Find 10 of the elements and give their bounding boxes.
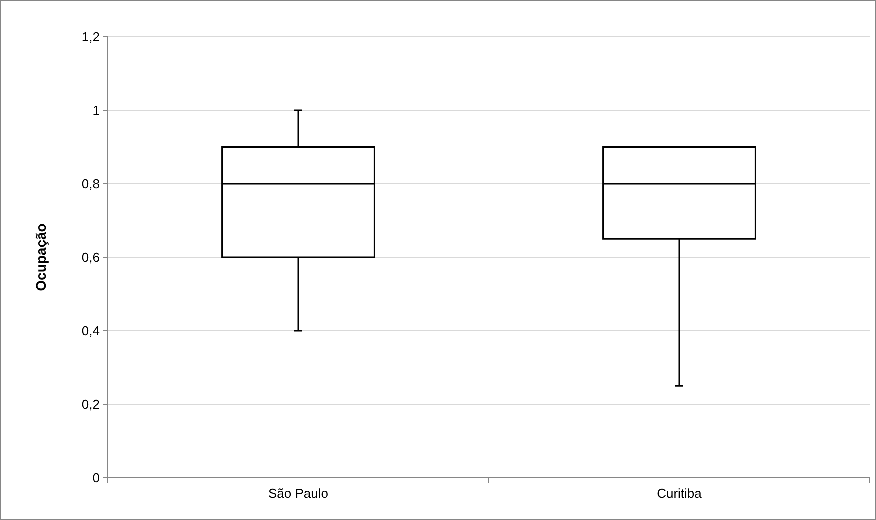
y-tick-label: 0 [92, 470, 100, 486]
y-tick-label: 0,6 [82, 250, 100, 266]
y-tick-label: 0,2 [82, 397, 100, 412]
y-tick-label: 0,8 [82, 176, 100, 192]
y-tick-label: 1,2 [82, 30, 100, 45]
y-tick-label: 1 [92, 103, 100, 118]
x-tick-label: Curitiba [657, 486, 703, 501]
y-axis-title: Ocupação [33, 224, 49, 292]
x-tick-label: São Paulo [268, 486, 328, 501]
y-tick-label: 0,4 [82, 324, 100, 339]
